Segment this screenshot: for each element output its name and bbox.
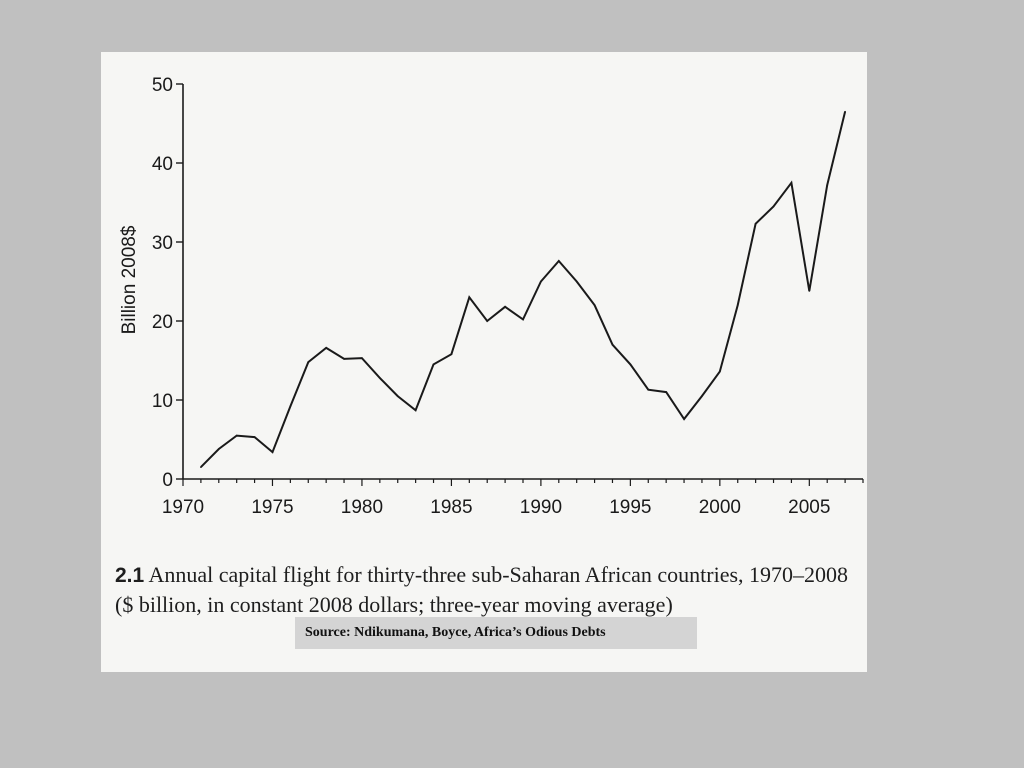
data-point <box>361 357 363 359</box>
data-point <box>522 318 524 321</box>
data-point <box>736 304 739 306</box>
caption-text: Annual capital flight for thirty-three s… <box>115 562 849 617</box>
data-point <box>325 347 327 349</box>
data-point <box>307 361 310 363</box>
y-tick-label: 30 <box>152 233 173 254</box>
y-axis-label: Billion 2008$ <box>119 225 140 334</box>
x-tick-label: 1975 <box>251 497 293 518</box>
data-point <box>379 377 381 379</box>
y-tick-label: 40 <box>152 154 173 175</box>
x-tick-label: 1990 <box>520 497 562 518</box>
y-tick-label: 0 <box>162 470 173 491</box>
data-point <box>200 466 202 468</box>
data-point <box>611 343 614 346</box>
data-point <box>557 260 560 262</box>
x-tick-label: 1995 <box>609 497 651 518</box>
data-point <box>396 395 399 397</box>
data-point <box>647 388 650 391</box>
data-point <box>754 223 757 225</box>
data-point <box>826 184 829 186</box>
data-point <box>468 296 471 299</box>
data-point <box>486 320 489 322</box>
data-point <box>504 305 506 308</box>
data-point <box>844 110 846 113</box>
data-point <box>701 395 703 397</box>
data-point <box>235 434 238 437</box>
data-point <box>289 405 292 408</box>
x-tick-label: 1970 <box>162 497 204 518</box>
data-point <box>808 290 811 292</box>
data-point <box>432 363 435 366</box>
data-point <box>593 304 596 306</box>
data-point <box>343 358 345 360</box>
data-point <box>253 436 256 438</box>
data-point <box>683 418 685 420</box>
x-tick-label: 1985 <box>430 497 472 518</box>
x-tick-label: 1980 <box>341 497 383 518</box>
figure-image: 0 10 20 30 40 50 1970 1975 1980 1985 1990 1995 2000 2… <box>101 52 867 672</box>
data-point <box>414 409 417 412</box>
y-tick-label: 10 <box>152 391 173 412</box>
data-point <box>629 363 632 366</box>
data-point <box>271 451 274 453</box>
data-point <box>772 205 775 208</box>
data-point <box>217 448 220 450</box>
y-tick-label: 50 <box>152 75 173 96</box>
data-point <box>719 370 721 373</box>
source-label: Source: Ndikumana, Boyce, Africa’s Odiou… <box>295 617 697 649</box>
figure-caption: 2.1 Annual capital flight for thirty-thr… <box>115 560 855 619</box>
capital-flight-chart: 0 10 20 30 40 50 1970 1975 1980 1985 1990 1995 2000 2… <box>119 75 864 518</box>
x-tick-label: 2000 <box>699 497 741 518</box>
data-point <box>450 353 453 355</box>
series-line <box>200 111 847 468</box>
x-tick-label: 2005 <box>788 497 830 518</box>
data-point <box>575 280 578 283</box>
data-point <box>540 280 542 283</box>
data-point <box>790 181 793 184</box>
y-tick-label: 20 <box>152 312 173 333</box>
caption-number: 2.1 <box>115 564 145 587</box>
data-point <box>665 391 667 393</box>
